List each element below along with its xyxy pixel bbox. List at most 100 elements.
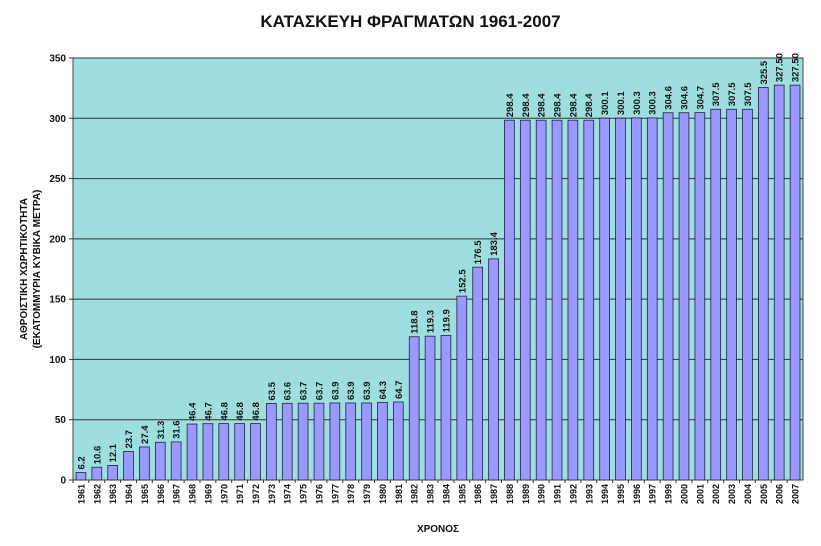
- data-label: 327.50: [775, 53, 786, 82]
- bar: [472, 266, 483, 481]
- x-tick-label: 1983: [426, 484, 436, 504]
- x-tick-label: 1972: [251, 484, 261, 504]
- data-label: 63.5: [267, 381, 278, 400]
- bar: [393, 401, 404, 481]
- x-tick-label: 1995: [616, 484, 626, 504]
- data-label: 298.4: [568, 93, 579, 117]
- bar: [361, 402, 372, 481]
- bar: [123, 451, 134, 481]
- data-label: 64.3: [378, 381, 389, 400]
- x-tick-label: 1984: [441, 484, 451, 504]
- data-label: 176.5: [473, 240, 484, 264]
- x-tick-label: 1963: [108, 484, 118, 504]
- bar: [694, 112, 706, 481]
- data-label: 307.5: [711, 82, 722, 106]
- data-label: 31.6: [172, 420, 183, 439]
- bar: [424, 335, 436, 481]
- x-tick-label: 2003: [727, 484, 737, 504]
- data-label: 298.4: [537, 93, 548, 117]
- x-tick-label: 1978: [346, 484, 356, 504]
- bar: [535, 119, 547, 481]
- data-label: 119.3: [426, 310, 437, 333]
- x-tick-label: 1999: [664, 484, 674, 504]
- bar: [170, 441, 182, 481]
- data-label: 298.4: [553, 93, 564, 117]
- data-label: 63.7: [314, 382, 325, 401]
- data-label: 119.9: [441, 309, 452, 332]
- x-tick-label: 1966: [156, 484, 166, 504]
- data-label: 10.6: [92, 446, 103, 465]
- bar: [408, 336, 420, 481]
- x-tick-label: 2001: [695, 484, 705, 504]
- x-tick-label: 2006: [775, 484, 785, 504]
- x-tick-label: 1973: [267, 484, 277, 504]
- x-tick-label: 1979: [362, 484, 372, 504]
- bar: [726, 108, 737, 481]
- y-axis-label-line1: ΑΘΡΟΙΣΤΙΚΗ ΧΩΡΗΤΙΚΟΤΗΤΑ: [19, 198, 30, 340]
- bar: [789, 84, 801, 481]
- data-label: 46.8: [251, 402, 262, 421]
- data-label: 6.2: [76, 456, 87, 469]
- bar: [345, 402, 357, 481]
- x-tick-label: 2002: [711, 484, 721, 504]
- x-tick-label: 1969: [203, 484, 213, 504]
- x-tick-label: 1993: [584, 484, 594, 504]
- data-label: 300.1: [600, 91, 611, 115]
- data-label: 118.8: [410, 311, 421, 334]
- x-tick-label: 1962: [92, 484, 102, 504]
- data-label: 46.8: [219, 402, 230, 421]
- data-label: 63.9: [346, 381, 357, 400]
- data-label: 46.8: [235, 402, 246, 421]
- data-label: 300.3: [648, 91, 659, 115]
- bar: [615, 117, 626, 481]
- data-label: 23.7: [124, 430, 135, 449]
- bar: [440, 335, 452, 481]
- bar: [504, 119, 515, 481]
- y-tick-label: 250: [49, 174, 66, 185]
- x-tick-label: 1967: [172, 484, 182, 504]
- data-label: 27.4: [140, 425, 151, 444]
- bar: [567, 119, 579, 481]
- bar: [202, 423, 214, 481]
- data-label: 307.5: [743, 82, 754, 106]
- bar: [377, 402, 388, 481]
- data-label: 300.3: [632, 91, 643, 115]
- bar: [583, 119, 595, 481]
- x-tick-label: 1989: [521, 484, 531, 504]
- x-tick-label: 2005: [759, 484, 769, 504]
- x-tick-label: 1992: [568, 484, 578, 504]
- data-label: 46.7: [203, 402, 214, 421]
- bar: [758, 87, 769, 481]
- x-tick-label: 1981: [394, 484, 404, 504]
- bar: [631, 117, 642, 481]
- x-tick-label: 2007: [791, 484, 801, 504]
- data-label: 327.50: [791, 53, 802, 82]
- x-axis-label: ΧΡΟΝΟΣ: [417, 524, 459, 535]
- y-tick-label: 100: [49, 355, 66, 366]
- data-label: 64.7: [394, 380, 405, 399]
- x-tick-label: 1971: [235, 484, 245, 504]
- x-tick-label: 1970: [219, 484, 229, 504]
- y-tick-label: 0: [60, 476, 66, 487]
- x-tick-label: 1997: [648, 484, 658, 504]
- x-tick-label: 1976: [314, 484, 324, 504]
- y-tick-label: 50: [55, 415, 67, 426]
- bar: [266, 403, 277, 481]
- x-tick-label: 1985: [457, 484, 467, 504]
- chart-title: ΚΑΤΑΣΚΕΥΗ ΦΡΑΓΜΑΤΩΝ 1961-2007: [260, 12, 561, 31]
- data-label: 63.7: [299, 382, 310, 401]
- bar: [139, 446, 150, 481]
- bar: [75, 472, 87, 481]
- x-tick-label: 1990: [537, 484, 547, 504]
- x-tick-label: 1982: [410, 484, 420, 504]
- y-tick-label: 300: [49, 114, 66, 125]
- x-tick-label: 1961: [76, 484, 86, 504]
- y-tick-label: 150: [49, 295, 66, 306]
- data-label: 298.4: [584, 93, 595, 117]
- data-label: 307.5: [727, 82, 738, 106]
- x-tick-label: 1994: [600, 484, 610, 504]
- bar: [91, 466, 103, 481]
- x-tick-label: 2000: [679, 484, 689, 504]
- x-tick-label: 1986: [473, 484, 483, 504]
